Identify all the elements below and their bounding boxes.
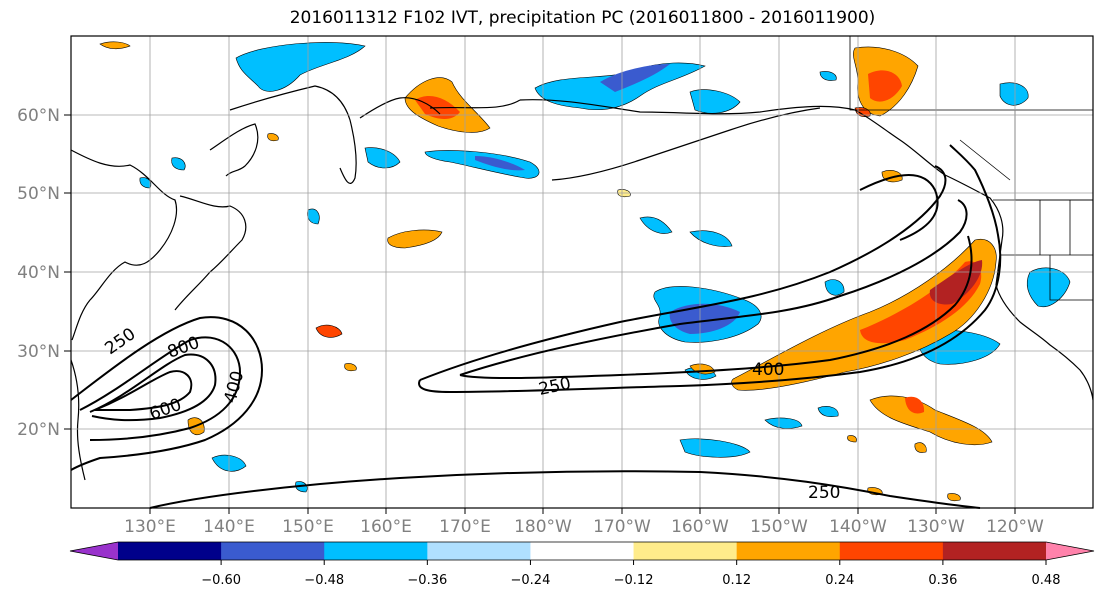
colorbar-segment <box>221 542 325 560</box>
colorbar: −0.60 −0.48 −0.36 −0.24 −0.12 0.12 0.24 0.36 0.4… <box>69 541 1095 588</box>
lon-tick-label: 160°W <box>671 517 729 537</box>
lat-tick-label: 30°N <box>17 342 60 362</box>
colorbar-tick-label: −0.24 <box>511 573 551 588</box>
colorbar-segment <box>942 542 1047 560</box>
colorbar-segment <box>324 542 428 560</box>
colorbar-segment <box>633 542 738 560</box>
ivt-contours <box>70 144 1002 509</box>
colorbar-segment <box>736 542 841 560</box>
colorbar-tick-label: 0.48 <box>1032 573 1061 588</box>
colorbar-outline <box>69 541 1095 561</box>
colorbar-extend-max <box>1046 542 1094 560</box>
colorbar-extend-min <box>70 542 118 560</box>
colorbar-tick-label: 0.24 <box>825 573 854 588</box>
lat-tick-label: 40°N <box>17 263 60 283</box>
colorbar-tick-label: −0.48 <box>304 573 344 588</box>
colorbar-tick-label: −0.12 <box>614 573 654 588</box>
negative-precip-shading <box>139 42 1071 493</box>
contour-label: 400 <box>752 360 784 380</box>
lon-tick-label: 130°E <box>124 517 176 537</box>
map-title: 2016011312 F102 IVT, precipitation PC (2… <box>289 8 876 28</box>
colorbar-segment <box>530 542 635 560</box>
colorbar-segment <box>118 542 222 560</box>
lon-tick-label: 160°E <box>360 517 412 537</box>
lon-ticks <box>149 508 1016 514</box>
lon-tick-label: 130°W <box>907 517 965 537</box>
colorbar-tick-label: 0.12 <box>722 573 751 588</box>
colorbar-tick-label: −0.60 <box>201 573 241 588</box>
graticule <box>71 36 1093 508</box>
lon-tick-label: 140°W <box>829 517 887 537</box>
lon-tick-label: 150°W <box>750 517 808 537</box>
lon-tick-label: 140°E <box>203 517 255 537</box>
lat-tick-label: 50°N <box>17 184 60 204</box>
lon-tick-label: 120°W <box>986 517 1044 537</box>
colorbar-tick-label: −0.36 <box>407 573 447 588</box>
lon-tick-label: 180°W <box>514 517 572 537</box>
lon-tick-label: 170°W <box>593 517 651 537</box>
colorbar-tick-label: 0.36 <box>928 573 957 588</box>
lon-tick-label: 170°E <box>439 517 491 537</box>
colorbar-segment <box>839 542 944 560</box>
coastlines <box>70 85 1094 481</box>
lat-ticks <box>64 114 71 430</box>
colorbar-segment <box>427 542 531 560</box>
contour-label: 250 <box>808 483 840 503</box>
lat-tick-label: 60°N <box>17 106 60 126</box>
lon-tick-label: 150°E <box>282 517 334 537</box>
positive-precip-shading <box>99 41 997 502</box>
lat-tick-label: 20°N <box>17 420 60 440</box>
